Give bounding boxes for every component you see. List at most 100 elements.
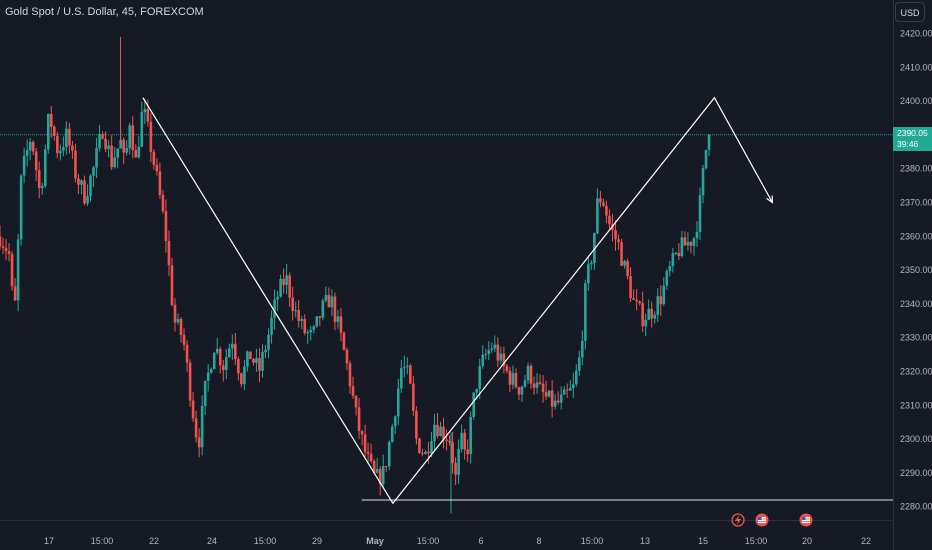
- candle: [10, 251, 14, 291]
- candle-body: [698, 195, 702, 233]
- candle: [686, 232, 690, 251]
- candle-body: [89, 175, 92, 197]
- price-tick-label: 2360.00: [900, 231, 932, 241]
- time-tick-label: May: [366, 536, 384, 546]
- candle-body: [584, 283, 587, 341]
- candle-body: [384, 466, 388, 468]
- us-flag-icon[interactable]: [799, 513, 813, 527]
- candle-body: [451, 442, 454, 464]
- candle-body: [454, 463, 457, 475]
- candle-body: [547, 390, 551, 397]
- candle-body: [10, 253, 14, 287]
- candle: [200, 395, 204, 456]
- candle: [529, 363, 533, 389]
- candle-body: [442, 426, 445, 440]
- candle: [246, 350, 249, 372]
- candle-body: [80, 180, 83, 185]
- candle-body: [206, 372, 210, 381]
- candle: [218, 346, 222, 374]
- candle-body: [565, 389, 569, 391]
- candle: [158, 162, 162, 199]
- candle: [83, 175, 86, 206]
- candle: [291, 286, 294, 321]
- candle-body: [559, 394, 563, 403]
- candle-body: [617, 239, 620, 243]
- candle-body: [596, 198, 599, 234]
- candle-body: [276, 296, 279, 300]
- candle-body: [520, 386, 524, 395]
- candle-body: [396, 388, 400, 417]
- candle: [128, 122, 132, 155]
- candle: [212, 351, 216, 370]
- candle-body: [517, 387, 521, 395]
- time-tick-label: 15:00: [417, 536, 440, 546]
- candle: [556, 391, 560, 405]
- candle-body: [261, 352, 264, 371]
- candle-body: [659, 296, 663, 305]
- candle: [680, 230, 684, 258]
- candle: [656, 288, 660, 323]
- candle-body: [529, 365, 533, 384]
- candle-body: [327, 294, 331, 308]
- candle-body: [647, 308, 650, 320]
- candle-body: [508, 370, 512, 385]
- candle: [384, 465, 388, 473]
- candle-body: [291, 297, 294, 312]
- candle: [418, 437, 421, 454]
- candle-body: [421, 452, 424, 454]
- candle-body: [574, 370, 578, 385]
- zigzag-projection[interactable]: [142, 96, 773, 505]
- candle-body: [550, 390, 554, 407]
- candle-body: [412, 383, 415, 411]
- candle: [46, 113, 50, 154]
- candle-body: [493, 344, 497, 349]
- candle: [321, 298, 325, 321]
- candle-body: [511, 373, 515, 385]
- candle: [581, 330, 584, 366]
- candle-body: [140, 112, 144, 147]
- candle-body: [457, 449, 460, 475]
- candle: [101, 131, 104, 140]
- candle: [704, 149, 708, 170]
- candle-body: [487, 349, 491, 355]
- candle: [511, 365, 515, 390]
- candle: [538, 374, 542, 386]
- candle: [445, 429, 448, 451]
- candle: [442, 417, 445, 449]
- candle-body: [255, 358, 258, 363]
- candle-body: [360, 431, 364, 435]
- candle-body: [306, 332, 310, 334]
- candle-body: [125, 148, 129, 153]
- candle-body: [556, 400, 560, 403]
- candle: [390, 423, 394, 443]
- candle-body: [514, 373, 518, 388]
- candle-body: [258, 358, 261, 371]
- candle: [137, 135, 141, 159]
- candle-body: [665, 271, 669, 286]
- time-tick-label: 15: [698, 536, 708, 546]
- candle-body: [611, 224, 614, 231]
- candle: [249, 351, 252, 360]
- currency-button[interactable]: USD: [895, 2, 925, 22]
- candle: [279, 274, 282, 298]
- candle: [439, 421, 442, 437]
- candle: [460, 424, 463, 453]
- candle: [608, 209, 611, 230]
- candle: [7, 243, 11, 262]
- candle-body: [436, 424, 439, 437]
- candle: [393, 415, 397, 434]
- candle-body: [71, 145, 74, 151]
- candle: [409, 363, 412, 385]
- candle-body: [562, 389, 566, 395]
- us-flag-icon[interactable]: [755, 513, 769, 527]
- candle-body: [635, 299, 638, 302]
- candle-body: [342, 332, 346, 350]
- lightning-icon[interactable]: [731, 513, 745, 527]
- candle-body: [182, 334, 186, 345]
- candle-body: [620, 242, 623, 266]
- candle: [614, 220, 617, 251]
- candle-body: [378, 468, 382, 485]
